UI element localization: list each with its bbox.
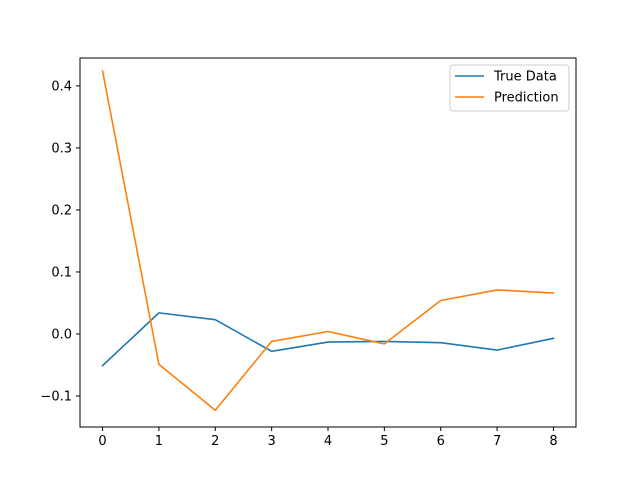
y-tick-label: 0.2 [51,203,72,218]
x-tick-label: 1 [155,434,163,449]
x-tick-label: 2 [211,434,219,449]
legend: True Data Prediction [449,64,570,112]
x-tick-label: 6 [437,434,445,449]
y-tick-label: −0.1 [40,389,72,404]
x-tick-label: 5 [380,434,388,449]
legend-label-true-data: True Data [493,70,557,85]
y-tick-label: 0.3 [51,141,72,156]
series-line-true-data [101,312,555,367]
x-tick-label: 0 [98,434,106,449]
y-tick-label: 0.1 [51,265,72,280]
y-tick-label: 0.4 [51,79,72,94]
axis-ticks: 0 1 2 3 4 5 6 7 8 −0.1 0.0 0.1 0.2 0.3 0.4 [40,79,557,449]
x-tick-label: 4 [324,434,332,449]
plot-area-frame [79,57,577,428]
y-tick-label: 0.0 [51,327,72,342]
x-tick-label: 7 [493,434,501,449]
legend-label-prediction: Prediction [494,91,559,106]
x-tick-label: 8 [549,434,557,449]
series-lines [101,70,555,412]
series-line-prediction [101,70,555,412]
x-tick-label: 3 [267,434,275,449]
